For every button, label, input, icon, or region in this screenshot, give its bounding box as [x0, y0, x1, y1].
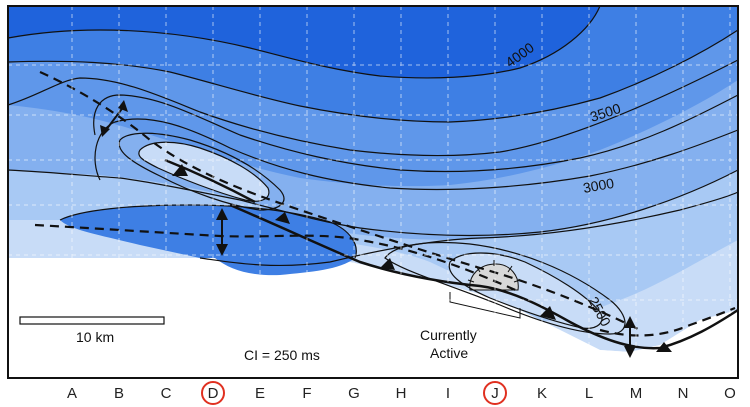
anticline-axis-east — [599, 306, 736, 337]
band-lower-left — [60, 205, 357, 276]
anticline-axis-arrow-icon — [216, 208, 228, 256]
grid-label-c: C — [161, 385, 172, 402]
scale-bar: 10 km — [19, 316, 165, 345]
grid-labels: A B C D E F G H I J K L M N O — [67, 381, 736, 405]
grid-label-f: F — [302, 385, 311, 402]
anticline-axis-arrow-icon — [624, 316, 636, 358]
grid-label-n: N — [678, 385, 689, 402]
active-pointer — [449, 292, 521, 319]
grid-lines — [8, 6, 738, 378]
contour-line — [384, 241, 626, 335]
scale-bar-rect — [19, 316, 165, 325]
highlight-circle-j — [483, 381, 507, 405]
grid-label-b: B — [114, 385, 124, 402]
fault-tooth-icon — [656, 342, 672, 352]
grid-label-o: O — [724, 385, 736, 402]
contour-line — [93, 94, 739, 173]
fold-axes — [34, 70, 736, 337]
highlight-circle-d — [201, 381, 225, 405]
fault-tooth-icon — [172, 164, 188, 176]
grid-label-e: E — [255, 385, 265, 402]
contour-lines — [7, 5, 739, 335]
crest-dome-icon — [469, 263, 519, 291]
contour-label-3000: 3000 — [582, 175, 616, 196]
grid-label-l: L — [585, 385, 593, 402]
contour-line — [7, 5, 601, 79]
fault-traces — [164, 158, 739, 352]
outcrop-white — [8, 258, 738, 378]
anticline-axis-arrow-icon — [100, 100, 128, 137]
axis-arrows — [100, 100, 636, 358]
grid-label-h: H — [396, 385, 407, 402]
fault-tooth-icon — [380, 258, 395, 270]
grid-label-j: J — [491, 385, 499, 402]
grid-label-m: M — [630, 385, 643, 402]
scale-bar-label: 10 km — [76, 329, 114, 345]
contour-line — [448, 252, 603, 329]
contour-fills — [8, 6, 738, 378]
band-deep — [8, 6, 600, 78]
active-annotation-line2: Active — [430, 345, 468, 361]
contour-line — [7, 59, 739, 157]
contour-line — [94, 118, 739, 191]
fault-tooth-icon — [540, 306, 556, 320]
contour-line — [138, 141, 270, 202]
map-frame — [7, 5, 739, 379]
contour-line — [7, 29, 739, 123]
crest-ticks — [467, 260, 521, 283]
fault-trace — [164, 158, 256, 204]
grid-label-d: D — [208, 385, 219, 402]
anticline-axis-north — [39, 70, 641, 331]
grid-label-k: K — [537, 385, 547, 402]
active-annotation-line1: Currently — [420, 327, 477, 343]
grid-label-i: I — [446, 385, 450, 402]
fault-tooth-icon — [275, 212, 290, 224]
anticline-axis-south — [34, 223, 521, 294]
grid-label-a: A — [67, 385, 77, 402]
grid-label-g: G — [348, 385, 360, 402]
contour-interval-note: CI = 250 ms — [244, 347, 320, 363]
contour-line — [199, 191, 739, 267]
